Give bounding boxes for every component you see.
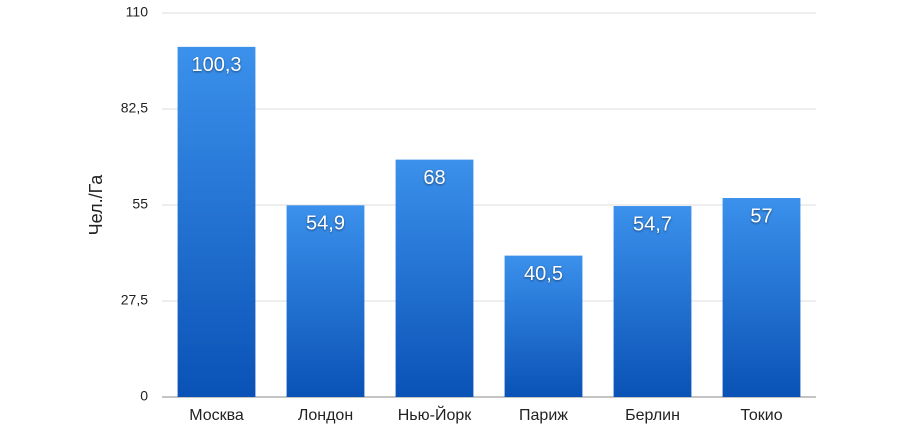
y-tick-label: 55 (132, 196, 148, 212)
x-tick-label: Нью-Йорк (398, 405, 473, 424)
bar (613, 206, 692, 397)
bar (504, 255, 583, 397)
y-tick-label: 27,5 (121, 292, 148, 308)
y-tick-label: 110 (126, 4, 149, 20)
bar (286, 205, 365, 397)
value-label: 57 (750, 205, 772, 227)
value-label: 40,5 (524, 263, 563, 285)
x-tick-label: Париж (519, 407, 568, 424)
value-label: 54,7 (633, 213, 672, 235)
y-tick-label: 0 (140, 388, 148, 404)
bar (395, 159, 474, 397)
value-label: 100,3 (191, 54, 241, 76)
x-tick-label: Берлин (625, 407, 680, 424)
y-tick-label: 82,5 (121, 100, 148, 116)
value-label: 54,9 (306, 213, 345, 235)
bar (722, 198, 801, 397)
y-axis-label: Чел./Га (86, 174, 106, 236)
x-tick-label: Токио (740, 407, 782, 424)
x-tick-label: Лондон (298, 407, 353, 424)
bar (177, 46, 256, 397)
value-label: 68 (423, 167, 445, 189)
x-tick-label: Москва (189, 407, 244, 424)
